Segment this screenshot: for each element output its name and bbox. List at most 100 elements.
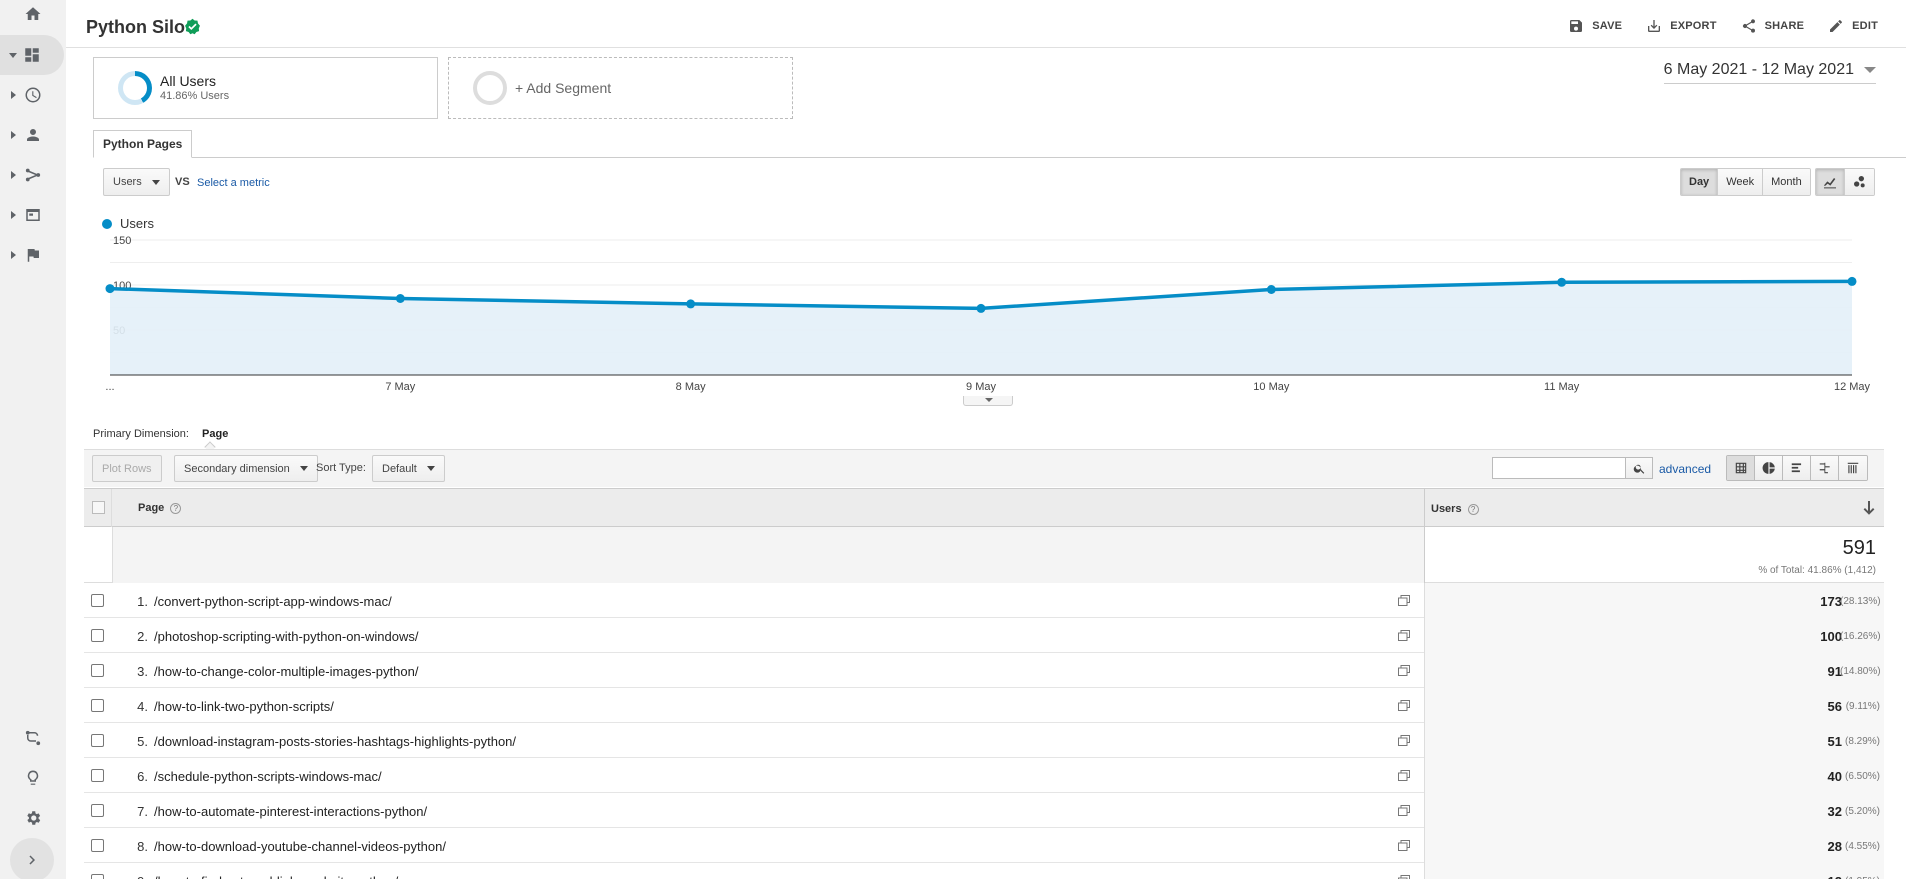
row-checkbox[interactable] (91, 629, 104, 642)
row-checkbox[interactable] (91, 664, 104, 677)
week-button[interactable]: Week (1718, 169, 1764, 195)
add-segment-button[interactable]: + Add Segment (448, 57, 793, 119)
row-checkbox[interactable] (91, 734, 104, 747)
expand-nav-button[interactable] (10, 838, 54, 879)
discover-nav[interactable] (0, 758, 66, 798)
open-external-icon[interactable] (1398, 735, 1410, 746)
x-tick-label: 8 May (676, 381, 706, 393)
row-checkbox[interactable] (91, 769, 104, 782)
users-percent: (28.13%) (1840, 596, 1881, 607)
caret-right-icon (11, 171, 16, 179)
line-chart-button[interactable] (1816, 169, 1845, 195)
x-tick-label: 9 May (966, 381, 996, 393)
lightbulb-icon (27, 770, 39, 785)
sort-type-select[interactable]: Default (372, 455, 445, 482)
export-button[interactable]: EXPORT (1646, 18, 1716, 34)
caret-down-icon (9, 53, 17, 58)
open-external-icon[interactable] (1398, 700, 1410, 711)
secondary-dimension-select[interactable]: Secondary dimension (174, 455, 318, 482)
metric-select[interactable]: Users (103, 168, 170, 196)
audience-nav[interactable] (0, 115, 66, 155)
plot-rows-button[interactable]: Plot Rows (92, 455, 162, 482)
table-search-input[interactable] (1492, 457, 1626, 479)
search-button[interactable] (1625, 457, 1653, 479)
customization-nav[interactable] (0, 35, 64, 75)
segment-share: 41.86% Users (160, 90, 230, 102)
page-path[interactable]: /schedule-python-scripts-windows-mac/ (154, 769, 382, 784)
page-path[interactable]: /how-to-change-color-multiple-images-pyt… (154, 664, 419, 679)
conversions-nav[interactable] (0, 235, 66, 275)
date-range-picker[interactable]: 6 May 2021 - 12 May 2021 (1663, 61, 1876, 84)
column-header-users[interactable]: Users ? (1424, 489, 1884, 527)
users-value: 32 (1827, 804, 1842, 819)
open-external-icon[interactable] (1398, 840, 1410, 851)
pivot-view-button[interactable] (1839, 456, 1867, 480)
admin-nav[interactable] (0, 798, 66, 838)
export-label: EXPORT (1670, 20, 1717, 32)
open-external-icon[interactable] (1398, 770, 1410, 781)
behavior-nav[interactable] (0, 195, 66, 235)
data-point (1847, 276, 1857, 286)
row-checkbox[interactable] (91, 594, 104, 607)
realtime-nav[interactable] (0, 75, 66, 115)
page-path[interactable]: /convert-python-script-app-windows-mac/ (154, 594, 392, 609)
share-button[interactable]: SHARE (1741, 18, 1805, 34)
attribution-nav[interactable] (0, 718, 66, 758)
x-tick-label: 7 May (385, 381, 415, 393)
page-path[interactable]: /how-to-link-two-python-scripts/ (154, 699, 334, 714)
table-row: 8. /how-to-download-youtube-channel-video… (84, 828, 1884, 863)
percentage-view-button[interactable] (1755, 456, 1783, 480)
table-row: 2. /photoshop-scripting-with-python-on-wi… (84, 618, 1884, 653)
sort-type-label: Sort Type: (316, 462, 366, 474)
open-external-icon[interactable] (1398, 875, 1410, 879)
help-icon[interactable]: ? (170, 502, 182, 514)
page-path[interactable]: /how-to-automate-pinterest-interactions-… (154, 804, 428, 819)
users-percent: (6.50%) (1844, 771, 1880, 782)
open-external-icon[interactable] (1398, 595, 1410, 606)
collapse-chart-handle[interactable] (963, 396, 1013, 406)
save-button[interactable]: SAVE (1568, 18, 1622, 34)
x-tick-label: 12 May (1834, 381, 1871, 393)
row-index: 2. (137, 629, 148, 644)
row-checkbox[interactable] (91, 804, 104, 817)
table-view-toggle (1726, 455, 1868, 481)
column-header-page[interactable]: Page ? (138, 502, 182, 514)
users-value: 28 (1827, 839, 1842, 854)
row-checkbox[interactable] (91, 874, 104, 879)
home-nav[interactable] (0, 0, 66, 34)
primary-dimension-value[interactable]: Page (202, 428, 229, 440)
clock-icon (25, 87, 41, 103)
acquisition-nav[interactable] (0, 155, 66, 195)
performance-view-button[interactable] (1783, 456, 1811, 480)
row-index: 3. (137, 664, 148, 679)
column-users-label: Users (1431, 503, 1462, 515)
day-button[interactable]: Day (1681, 169, 1719, 195)
open-external-icon[interactable] (1398, 805, 1410, 816)
page-path[interactable]: /how-to-find-external-links-website-pyth… (154, 874, 398, 879)
select-all-checkbox[interactable] (92, 501, 105, 514)
motion-chart-button[interactable] (1845, 169, 1874, 195)
data-point (1557, 277, 1567, 287)
tab-python-pages[interactable]: Python Pages (93, 130, 193, 158)
page-path[interactable]: /download-instagram-posts-stories-hashta… (154, 734, 517, 749)
flag-icon (27, 249, 39, 262)
edit-button[interactable]: EDIT (1828, 18, 1878, 34)
metric-select-value: Users (113, 176, 142, 188)
table-view-button[interactable] (1727, 456, 1755, 480)
caret-right-icon (11, 91, 16, 99)
chart-legend: Users (102, 216, 154, 231)
users-value: 12 (1828, 874, 1842, 879)
month-button[interactable]: Month (1763, 169, 1810, 195)
help-icon[interactable]: ? (1467, 503, 1479, 515)
open-external-icon[interactable] (1398, 665, 1410, 676)
comparison-view-button[interactable] (1811, 456, 1839, 480)
page-path[interactable]: /how-to-download-youtube-channel-videos-… (154, 839, 446, 854)
advanced-filter-link[interactable]: advanced (1659, 462, 1712, 476)
page-path[interactable]: /photoshop-scripting-with-python-on-wind… (154, 629, 419, 644)
row-checkbox[interactable] (91, 699, 104, 712)
row-checkbox[interactable] (91, 839, 104, 852)
users-percent: (9.11%) (1845, 701, 1880, 712)
open-external-icon[interactable] (1398, 630, 1410, 641)
segment-all-users[interactable]: All Users 41.86% Users (93, 57, 438, 119)
select-metric-link[interactable]: Select a metric (197, 177, 270, 189)
